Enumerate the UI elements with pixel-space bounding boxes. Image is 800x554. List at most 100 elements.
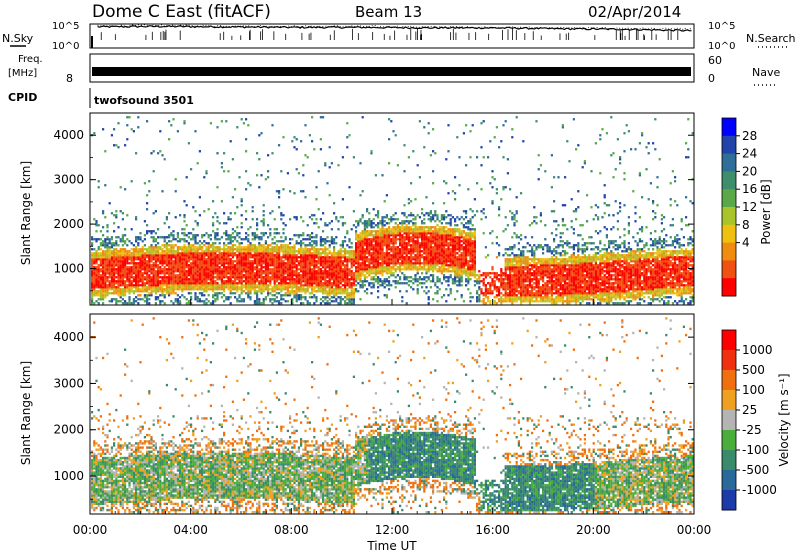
power-cell [126, 250, 129, 253]
power-cell [236, 288, 239, 291]
power-cell [212, 254, 215, 257]
power-cell [110, 288, 113, 291]
power-cell [445, 240, 448, 243]
power-cell [150, 254, 153, 257]
power-cell [352, 254, 355, 257]
power-cell [414, 244, 417, 247]
power-cell [161, 278, 164, 281]
power-cell [438, 254, 441, 257]
power-cell [113, 278, 116, 281]
power-cell [216, 248, 219, 251]
power-cell [352, 262, 355, 265]
power-cell [438, 228, 441, 231]
power-cell [209, 264, 212, 267]
power-cell [267, 292, 270, 295]
power-cell [253, 272, 256, 275]
power-cell [148, 246, 151, 249]
power-cell [295, 284, 298, 287]
power-cell [97, 284, 100, 287]
power-cell [179, 246, 182, 249]
power-cell [115, 286, 118, 289]
power-cell [110, 280, 113, 283]
power-cell [355, 276, 358, 279]
power-cell [322, 270, 325, 273]
power-cell [350, 256, 353, 259]
power-cell [443, 234, 446, 237]
power-cell [236, 254, 239, 257]
power-cell [275, 258, 278, 261]
power-cell [170, 252, 173, 255]
power-cell [196, 274, 199, 277]
power-cell [148, 254, 151, 257]
power-cell [132, 302, 135, 305]
power-cell [429, 254, 432, 257]
power-cell [201, 268, 204, 271]
power-cell [366, 252, 369, 255]
power-cell [361, 238, 364, 241]
power-cell [377, 246, 380, 249]
power-cell [412, 256, 415, 259]
power-cell [436, 278, 439, 281]
power-cell [454, 246, 457, 249]
power-cell [423, 248, 426, 251]
power-cell [278, 262, 281, 265]
power-cell [449, 234, 452, 237]
power-cell [363, 262, 366, 265]
power-cell [289, 248, 292, 251]
power-cell [337, 290, 340, 293]
power-cell [315, 222, 318, 225]
power-cell [172, 244, 175, 247]
power-cell [344, 268, 347, 271]
power-cell [443, 228, 446, 231]
power-cell [110, 300, 113, 303]
power-cell [165, 218, 168, 221]
power-cell [225, 260, 228, 263]
power-cell [456, 240, 459, 243]
power-cell [170, 124, 173, 127]
power-cell [458, 262, 461, 265]
power-cell [106, 252, 109, 255]
power-cell [427, 262, 430, 265]
power-cell [282, 244, 285, 247]
power-cell [440, 230, 443, 233]
power-cell [119, 258, 122, 261]
power-cell [207, 300, 210, 303]
power-cell [293, 248, 296, 251]
power-cell [157, 286, 160, 289]
power-cell [185, 270, 188, 273]
power-cell [238, 256, 241, 259]
power-cell [311, 290, 314, 293]
power-cell [154, 210, 157, 213]
power-cell [405, 256, 408, 259]
power-cell [168, 268, 171, 271]
power-cell [97, 274, 100, 277]
power-cell [427, 226, 430, 229]
power-cell [297, 236, 300, 239]
power-cell [295, 216, 298, 219]
power-cell [207, 272, 210, 275]
power-cell [368, 254, 371, 257]
power-cell [359, 264, 362, 267]
power-cell [328, 288, 331, 291]
power-cell [311, 258, 314, 261]
power-cell [192, 238, 195, 241]
power-cell [159, 260, 162, 263]
power-cell [359, 284, 362, 287]
power-cell [326, 264, 329, 267]
power-cell [297, 248, 300, 251]
power-cell [372, 278, 375, 281]
power-cell [110, 236, 113, 239]
power-cell [436, 256, 439, 259]
power-cell [317, 248, 320, 251]
power-cell [192, 280, 195, 283]
power-cell [218, 274, 221, 277]
power-cell [399, 258, 402, 261]
power-cell [137, 258, 140, 261]
power-cell [388, 218, 391, 221]
power-cell [223, 256, 226, 259]
power-cell [187, 242, 190, 245]
power-cell [286, 282, 289, 285]
power-cell [181, 262, 184, 265]
power-cell [115, 288, 118, 291]
power-cell [214, 276, 217, 279]
